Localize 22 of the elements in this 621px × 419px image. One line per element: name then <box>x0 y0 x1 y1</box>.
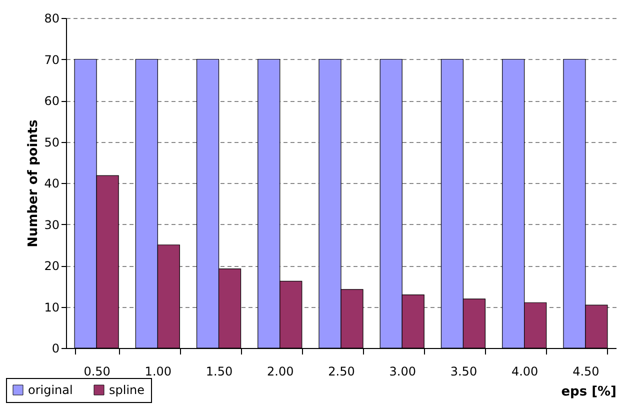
y-tick-label: 0 <box>52 342 60 356</box>
y-tick-label: 60 <box>44 94 60 108</box>
y-tick-label: 30 <box>44 218 60 232</box>
x-axis-title: eps [%] <box>561 384 616 400</box>
x-tick-label: 2.00 <box>267 364 294 378</box>
legend-label: original <box>28 383 73 397</box>
x-tick-label: 4.00 <box>511 364 538 378</box>
x-tick-label: 1.50 <box>206 364 233 378</box>
x-tick-label: 3.00 <box>389 364 416 378</box>
x-tick-label: 1.00 <box>144 364 172 378</box>
y-tick-label: 20 <box>44 259 60 273</box>
x-tick-label: 0.50 <box>84 364 110 378</box>
legend-label: spline <box>109 383 145 397</box>
y-tick-label: 70 <box>44 52 60 67</box>
x-tick-label: 4.50 <box>572 364 600 378</box>
x-tick-label: 3.50 <box>450 364 478 378</box>
y-tick-label: 50 <box>44 135 60 150</box>
y-axis-title: Number of points <box>26 119 42 248</box>
y-tick-label: 80 <box>44 12 60 26</box>
y-tick-label: 40 <box>44 176 60 190</box>
x-tick-label: 2.50 <box>328 364 355 378</box>
y-tick-label: 10 <box>44 300 60 314</box>
